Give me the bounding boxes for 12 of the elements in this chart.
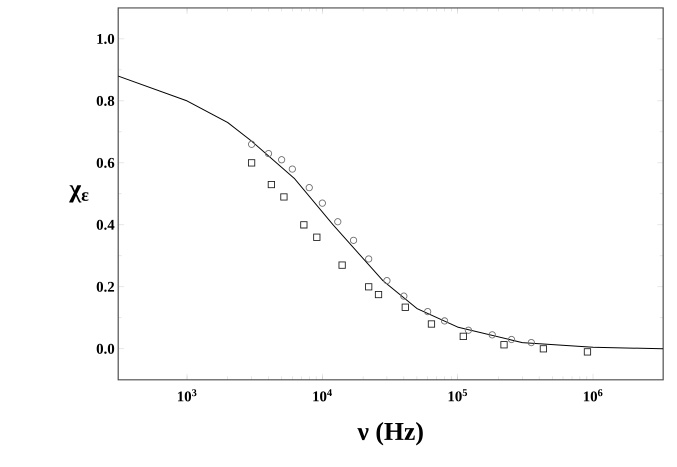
y-axis-title: χ$_{ε}$ xyxy=(69,185,89,203)
x-tick-label: 10$^{6}$ xyxy=(584,389,602,402)
x-axis-title: ν (Hz) xyxy=(357,422,423,446)
y-tick-label: 0.4 xyxy=(96,220,114,230)
x-tick-label: 10$^{5}$ xyxy=(448,389,468,402)
x-tick-label: 10$^{4}$ xyxy=(313,389,332,402)
y-tick-label: 0.2 xyxy=(96,282,114,292)
y-tick-label: 0.6 xyxy=(96,158,114,168)
y-tick-label: 0.8 xyxy=(96,96,114,106)
x-tick-label: 10$^{3}$ xyxy=(178,389,196,402)
y-tick-label: 0.0 xyxy=(96,344,114,354)
y-tick-label: 1.0 xyxy=(97,34,114,44)
